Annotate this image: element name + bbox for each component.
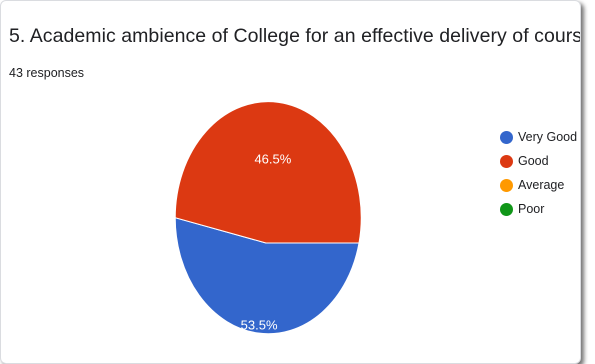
legend-label-average: Average — [518, 178, 565, 192]
pie-slice-good[interactable] — [174, 101, 362, 244]
slice-label-good: 53.5% — [241, 317, 278, 332]
legend-item-good[interactable]: Good — [500, 151, 577, 171]
legend-swatch-average — [500, 178, 513, 192]
legend-item-poor[interactable]: Poor — [500, 199, 577, 219]
pie-chart: 46.5% 53.5% — [174, 101, 362, 335]
pie-slice-very-good[interactable] — [174, 217, 360, 335]
legend: Very Good Good Average Poor — [500, 127, 577, 223]
legend-label-good: Good — [518, 154, 549, 168]
legend-label-very-good: Very Good — [518, 130, 578, 144]
legend-swatch-poor — [500, 202, 513, 216]
legend-label-poor: Poor — [518, 202, 545, 216]
legend-swatch-very-good — [500, 130, 513, 144]
legend-item-average[interactable]: Average — [500, 175, 577, 195]
legend-item-very-good[interactable]: Very Good — [500, 127, 577, 147]
legend-swatch-good — [500, 154, 513, 168]
chart-card: 5. Academic ambience of College for an e… — [0, 0, 581, 364]
slice-label-very-good: 46.5% — [254, 151, 291, 166]
response-count: 43 responses — [9, 66, 85, 80]
question-title: 5. Academic ambience of College for an e… — [9, 25, 581, 47]
